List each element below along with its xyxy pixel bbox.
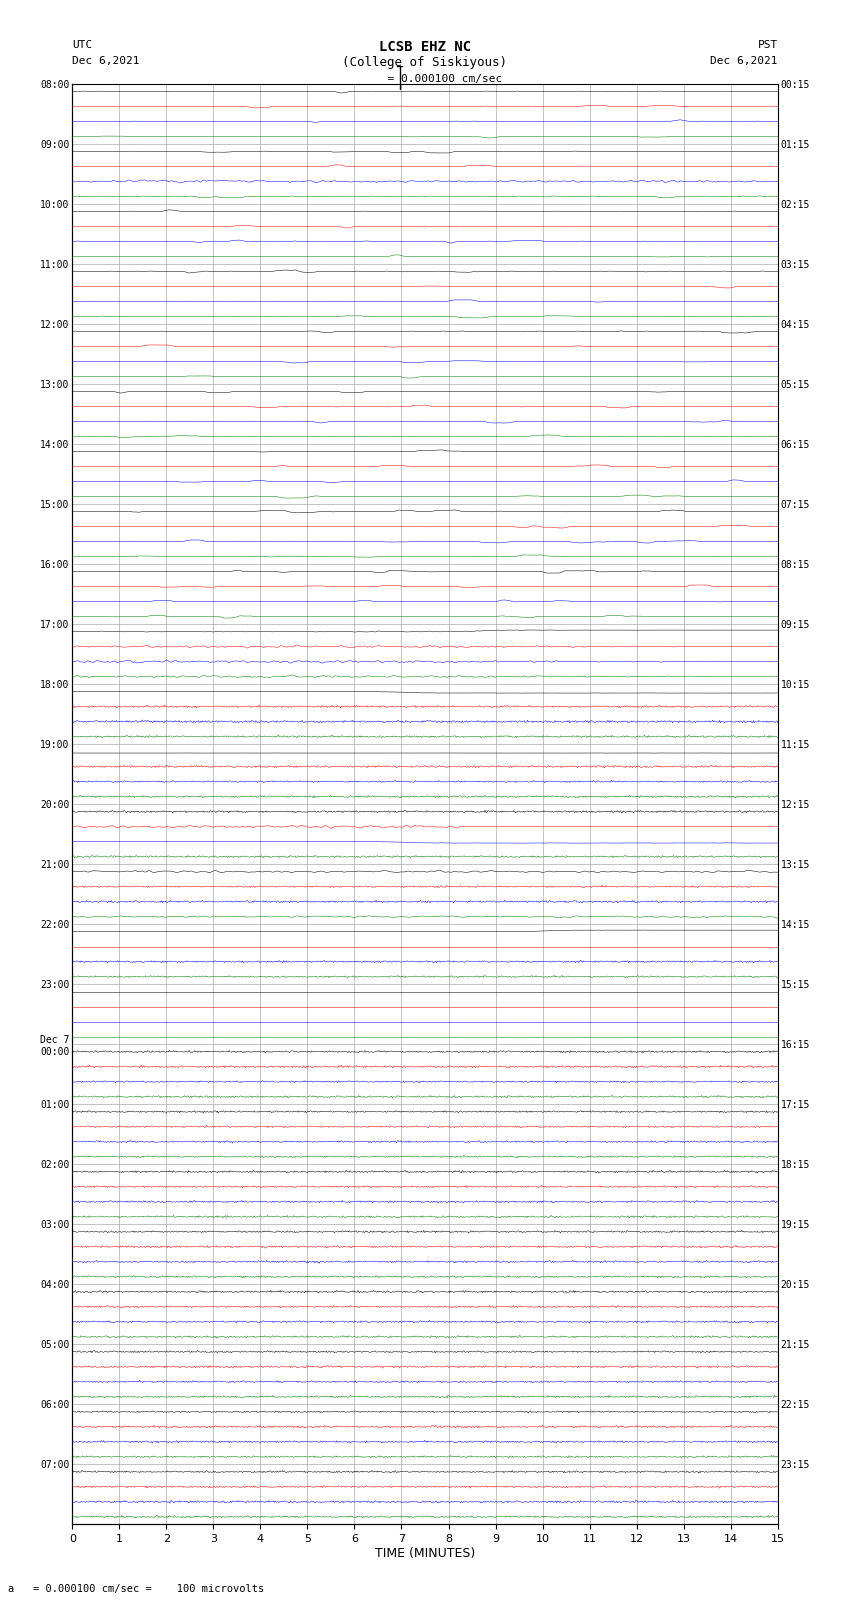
Text: LCSB EHZ NC: LCSB EHZ NC: [379, 40, 471, 55]
Text: UTC: UTC: [72, 40, 93, 50]
Text: PST: PST: [757, 40, 778, 50]
Text: Dec 6,2021: Dec 6,2021: [711, 56, 778, 66]
Text: Dec 6,2021: Dec 6,2021: [72, 56, 139, 66]
Text: (College of Siskiyous): (College of Siskiyous): [343, 56, 507, 69]
Text: a   = 0.000100 cm/sec =    100 microvolts: a = 0.000100 cm/sec = 100 microvolts: [8, 1584, 264, 1594]
X-axis label: TIME (MINUTES): TIME (MINUTES): [375, 1547, 475, 1560]
Text: = 0.000100 cm/sec: = 0.000100 cm/sec: [348, 74, 502, 84]
